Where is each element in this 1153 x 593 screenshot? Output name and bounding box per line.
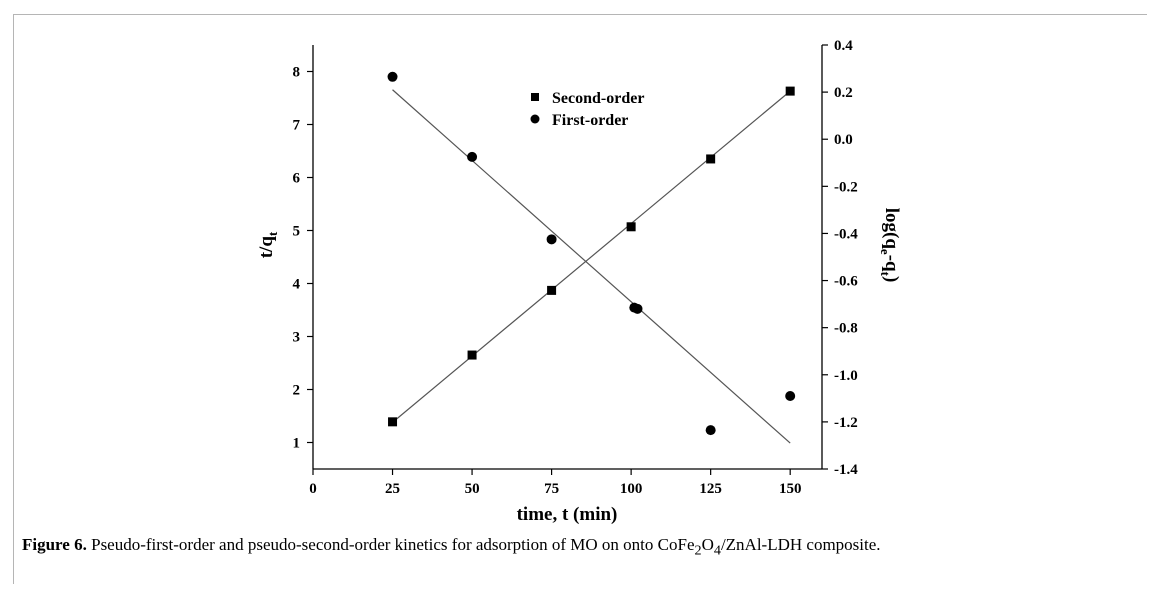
x-tick-label: 25 — [385, 481, 400, 497]
first-order-point — [546, 234, 557, 245]
second-order-point — [706, 154, 716, 164]
legend-label: Second-order — [552, 90, 644, 107]
left-y-tick-label: 4 — [293, 277, 301, 293]
second-order-point — [547, 285, 557, 295]
fit-line-second-order — [392, 90, 791, 423]
legend-circle-marker — [530, 114, 540, 124]
right-y-tick-label: 0.0 — [834, 132, 853, 148]
x-axis-label: time, t (min) — [517, 504, 618, 525]
right-y-tick-label: -1.0 — [834, 368, 858, 384]
left-y-tick-label: 7 — [293, 118, 301, 134]
figure-frame — [13, 14, 1147, 584]
left-y-tick-label: 6 — [293, 171, 301, 187]
second-order-point — [626, 222, 636, 232]
right-y-tick-label: -0.6 — [834, 274, 858, 290]
x-tick-label: 125 — [699, 481, 722, 497]
left-y-tick-label: 3 — [293, 330, 301, 346]
legend-label: First-order — [552, 112, 628, 129]
first-order-point — [387, 71, 398, 82]
first-order-point — [467, 151, 478, 162]
figure-caption: Figure 6. Pseudo-first-order and pseudo-… — [22, 535, 881, 559]
caption-sub-4: 4 — [713, 542, 721, 559]
right-y-tick-label: -1.4 — [834, 462, 858, 478]
first-order-point — [632, 303, 643, 314]
caption-o: O — [701, 535, 714, 554]
second-order-point — [388, 417, 398, 427]
chart-legend: Second-order First-order — [530, 90, 644, 129]
x-tick-label: 0 — [309, 481, 317, 497]
caption-sub-2: 2 — [694, 542, 702, 559]
left-y-tick-label: 2 — [293, 383, 301, 399]
right-y-tick-label: -0.8 — [834, 321, 858, 337]
right-y-tick-label: 0.2 — [834, 85, 853, 101]
second-order-point — [785, 86, 795, 96]
right-y-tick-label: -0.2 — [834, 179, 858, 195]
left-y-tick-label: 1 — [293, 436, 301, 452]
second-order-point — [467, 350, 477, 360]
left-y-tick-label: 8 — [293, 65, 301, 81]
right-y-tick-label: -0.4 — [834, 226, 858, 242]
left-y-ticks: 1 2 3 4 5 6 7 8 — [293, 65, 313, 452]
right-y-axis-label: log(qe-qt) — [878, 208, 902, 283]
first-order-point — [705, 425, 716, 436]
fit-line-first-order — [392, 89, 791, 444]
x-tick-label: 100 — [620, 481, 643, 497]
x-tick-label: 150 — [779, 481, 802, 497]
chart-axes — [312, 45, 823, 470]
right-y-tick-label: -1.2 — [834, 415, 858, 431]
x-ticks: 0 25 50 75 100 125 150 — [309, 469, 801, 497]
left-y-tick-label: 5 — [293, 224, 301, 240]
legend-square-marker — [531, 93, 539, 101]
kinetics-chart: 0 25 50 75 100 125 150 1 2 3 4 5 6 7 8 -1.4 -1.2 -1.0 -0… — [256, 38, 902, 525]
data-points — [387, 71, 796, 436]
left-y-axis-label: t/qt — [256, 231, 280, 258]
fit-lines — [392, 89, 791, 444]
right-y-ticks: -1.4 -1.2 -1.0 -0.8 -0.6 -0.4 -0.2 0.0 0.2 0.4 — [822, 38, 858, 478]
x-tick-label: 75 — [544, 481, 559, 497]
right-y-tick-label: 0.4 — [834, 38, 853, 54]
first-order-point — [785, 390, 796, 401]
caption-text-end: /ZnAl-LDH composite. — [720, 535, 881, 554]
caption-text: Pseudo-first-order and pseudo-second-ord… — [86, 535, 695, 554]
x-tick-label: 50 — [465, 481, 480, 497]
caption-label: Figure 6. — [22, 535, 87, 554]
